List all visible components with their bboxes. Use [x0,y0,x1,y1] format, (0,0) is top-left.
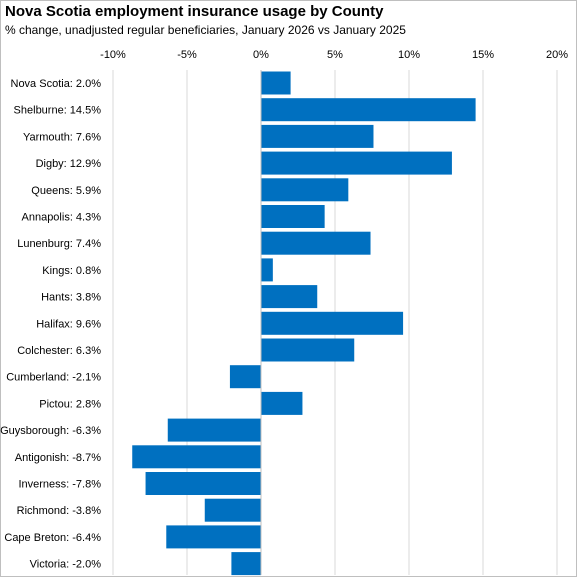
category-label: Richmond: -3.8% [17,505,102,517]
bar [261,285,318,309]
bar [261,311,404,335]
bar [166,525,261,549]
category-label: Hants: 3.8% [41,292,101,304]
bar [261,178,349,202]
category-label: Yarmouth: 7.6% [23,131,101,143]
category-label: Pictou: 2.8% [39,398,101,410]
category-label: Victoria: -2.0% [30,559,102,571]
x-tick-label: -10% [100,49,126,61]
category-label: Annapolis: 4.3% [22,212,102,224]
bar [261,231,371,255]
category-label: Digby: 12.9% [36,158,102,170]
x-tick-label: 0% [253,49,269,61]
bar [261,391,303,415]
bar [261,338,355,362]
bar [204,498,261,522]
category-label: Kings: 0.8% [42,265,101,277]
x-tick-label: 15% [472,49,494,61]
chart-subtitle: % change, unadjusted regular beneficiari… [5,23,406,37]
bar [261,71,291,95]
x-axis-ticks: -10% -5% 0% 5% 10% 15% 20% [100,49,568,61]
category-label: Cape Breton: -6.4% [4,532,101,544]
bar [261,258,273,282]
bar [132,445,261,469]
category-label: Guysborough: -6.3% [0,425,101,437]
chart-title: Nova Scotia employment insurance usage b… [5,3,384,20]
bar [145,472,261,495]
category-label: Shelburne: 14.5% [14,105,102,117]
category-label: Cumberland: -2.1% [6,372,101,384]
x-tick-label: 5% [327,49,343,61]
bar [261,205,325,228]
x-tick-label: -5% [177,49,197,61]
x-tick-label: 20% [546,49,568,61]
category-label: Antigonish: -8.7% [15,452,101,464]
category-label: Colchester: 6.3% [17,345,101,357]
bar [261,151,452,175]
bar [229,365,261,389]
category-labels: Nova Scotia: 2.0% Shelburne: 14.5% Yarmout… [0,78,101,571]
x-tick-label: 10% [398,49,420,61]
bar [261,124,374,148]
category-label: Queens: 5.9% [31,185,101,197]
category-label: Lunenburg: 7.4% [17,238,101,250]
bar [261,98,476,122]
bars [132,71,476,576]
category-label: Halifax: 9.6% [36,318,101,330]
bar [167,418,261,442]
category-label: Nova Scotia: 2.0% [11,78,102,90]
bar [231,552,261,576]
category-label: Inverness: -7.8% [18,479,101,491]
